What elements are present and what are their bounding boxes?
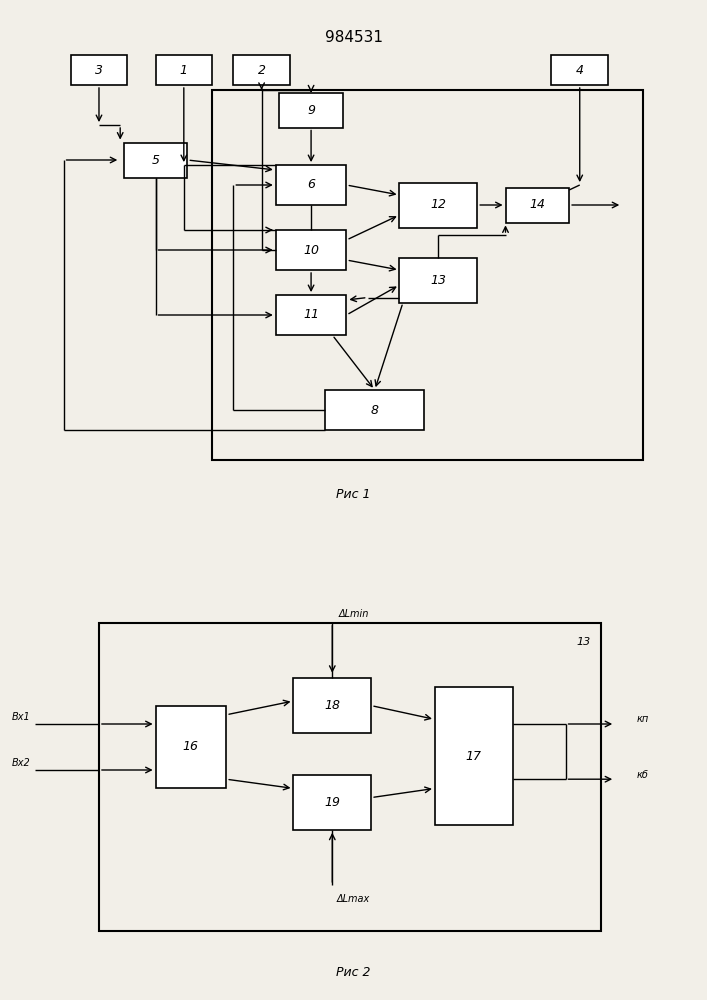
Bar <box>325 390 424 430</box>
Bar <box>399 257 477 302</box>
Text: Вх2: Вх2 <box>12 758 30 768</box>
Bar <box>124 142 187 178</box>
Text: 8: 8 <box>370 403 379 416</box>
Text: 3: 3 <box>95 64 103 77</box>
Bar <box>435 687 513 825</box>
Bar <box>276 295 346 335</box>
Text: 1: 1 <box>180 64 188 77</box>
Text: ΔLmax: ΔLmax <box>337 894 370 904</box>
Text: 14: 14 <box>530 198 545 212</box>
Bar <box>71 55 127 85</box>
Text: 984531: 984531 <box>325 30 382 45</box>
Text: 10: 10 <box>303 243 319 256</box>
Bar <box>506 188 569 223</box>
Bar <box>156 55 212 85</box>
Bar <box>551 55 608 85</box>
Bar <box>276 165 346 205</box>
Bar <box>99 623 601 931</box>
Text: Рис 2: Рис 2 <box>337 966 370 979</box>
Bar <box>276 230 346 270</box>
Text: Рис 1: Рис 1 <box>337 488 370 502</box>
Bar <box>212 90 643 460</box>
Bar <box>156 706 226 788</box>
Text: 18: 18 <box>325 699 340 712</box>
Text: 12: 12 <box>431 198 446 212</box>
Text: 5: 5 <box>151 153 160 166</box>
Bar <box>399 182 477 228</box>
Text: 17: 17 <box>466 750 481 763</box>
Text: кп: кп <box>636 714 648 724</box>
Text: 13: 13 <box>576 637 590 647</box>
Text: 16: 16 <box>183 740 199 754</box>
Text: ΔLmin: ΔLmin <box>339 609 368 619</box>
Text: Вх1: Вх1 <box>12 712 30 722</box>
Text: 6: 6 <box>307 178 315 192</box>
Text: 11: 11 <box>303 308 319 322</box>
Text: кб: кб <box>636 770 648 780</box>
Bar <box>279 93 343 127</box>
Text: 9: 9 <box>307 104 315 116</box>
Text: 4: 4 <box>575 64 584 77</box>
Text: 13: 13 <box>431 273 446 286</box>
Bar <box>233 55 290 85</box>
Text: 2: 2 <box>257 64 266 77</box>
Bar <box>293 678 371 733</box>
Text: 19: 19 <box>325 796 340 809</box>
Bar <box>293 775 371 830</box>
